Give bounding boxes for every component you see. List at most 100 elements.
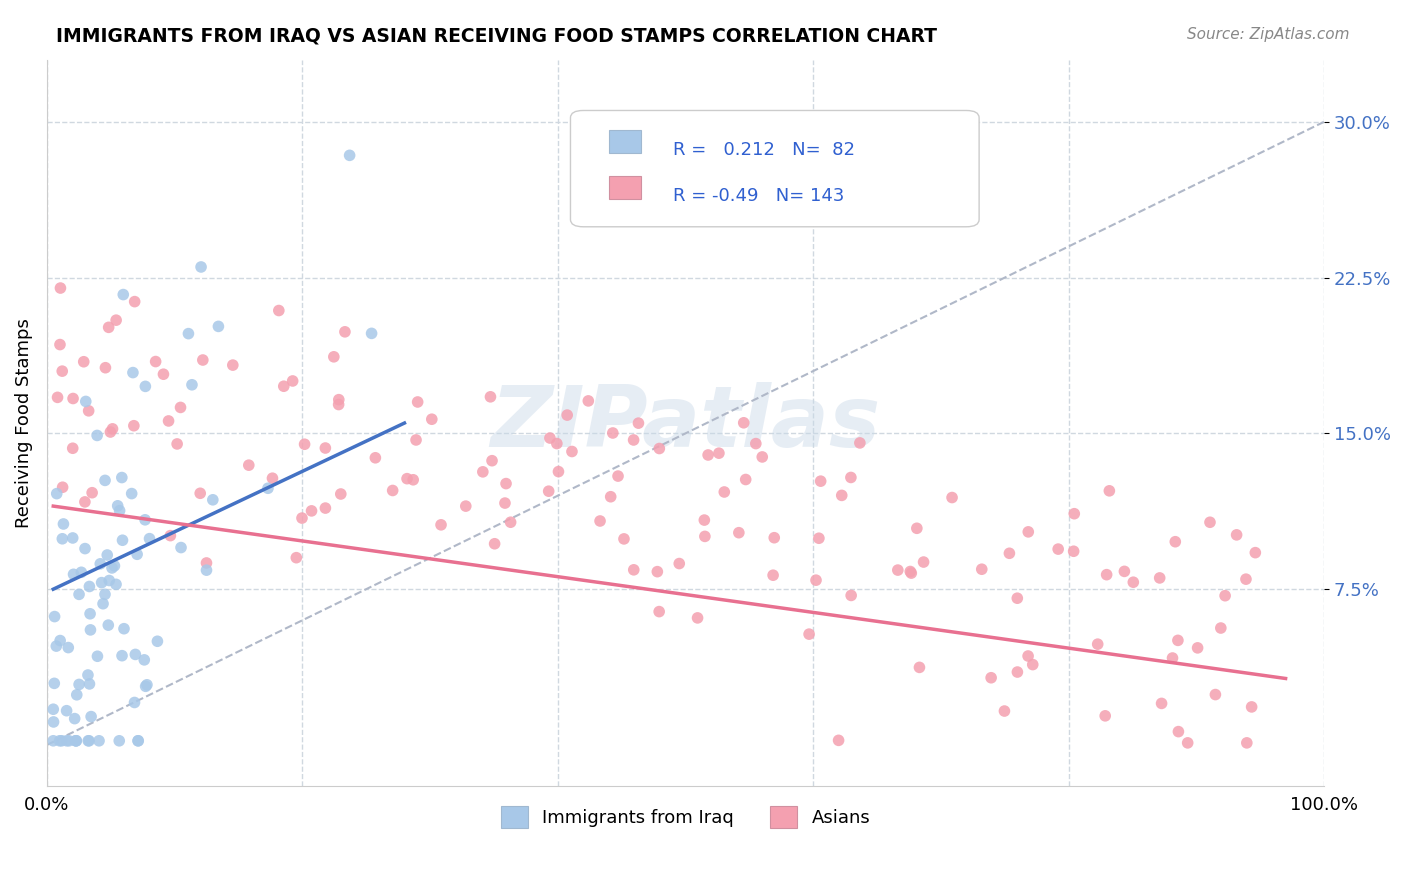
Point [281, 374, 304, 388]
Point [1161, 651, 1184, 665]
Point [1017, 648, 1039, 663]
Point [537, 484, 560, 499]
Point [1167, 724, 1189, 739]
Point [145, 354, 167, 368]
Point [555, 408, 578, 422]
Point [124, 294, 146, 309]
Point [727, 525, 749, 540]
Point [576, 393, 599, 408]
Point [52, 516, 75, 531]
Point [993, 704, 1015, 718]
Point [107, 499, 129, 513]
Point [745, 436, 768, 450]
Point [912, 555, 935, 569]
Point [887, 563, 910, 577]
Point [1047, 542, 1070, 557]
Point [763, 531, 786, 545]
Point [65, 733, 87, 747]
Point [42, 702, 65, 716]
Point [602, 425, 624, 440]
Point [97, 618, 120, 632]
Point [201, 492, 224, 507]
Point [839, 470, 862, 484]
Point [122, 418, 145, 433]
Point [623, 433, 645, 447]
Point [65, 733, 87, 747]
Point [1098, 483, 1121, 498]
Point [589, 514, 612, 528]
Point [124, 648, 146, 662]
Point [49, 337, 72, 351]
Point [70, 566, 93, 580]
Point [166, 437, 188, 451]
Point [134, 379, 156, 393]
Point [364, 450, 387, 465]
Point [94, 360, 117, 375]
Point [111, 470, 134, 484]
Point [98, 574, 121, 588]
Point [454, 499, 477, 513]
Point [494, 496, 516, 510]
Point [195, 563, 218, 577]
Point [75, 394, 97, 409]
Point [79, 623, 101, 637]
Point [1007, 665, 1029, 679]
Point [905, 521, 928, 535]
Point [1095, 567, 1118, 582]
Point [46, 390, 69, 404]
Point [322, 350, 344, 364]
Point [111, 648, 134, 663]
Point [471, 465, 494, 479]
Point [49, 281, 72, 295]
Point [112, 287, 135, 301]
Point [648, 442, 671, 456]
Point [599, 490, 621, 504]
Point [181, 377, 204, 392]
Point [797, 627, 820, 641]
Point [67, 677, 90, 691]
Point [1199, 515, 1222, 529]
Point [1087, 637, 1109, 651]
Point [77, 404, 100, 418]
Point [301, 504, 323, 518]
Point [1063, 507, 1085, 521]
Point [121, 486, 143, 500]
Point [42, 714, 65, 729]
Point [1164, 534, 1187, 549]
Point [105, 577, 128, 591]
Point [402, 473, 425, 487]
Point [82, 485, 104, 500]
Point [111, 533, 134, 548]
Point [1213, 589, 1236, 603]
Point [839, 589, 862, 603]
Point [55, 733, 77, 747]
Point [49, 633, 72, 648]
Point [405, 433, 427, 447]
Point [62, 392, 84, 406]
Point [849, 436, 872, 450]
Point [1204, 688, 1226, 702]
Point [62, 567, 84, 582]
Point [73, 495, 96, 509]
Point [127, 547, 149, 561]
Point [77, 668, 100, 682]
Point [138, 532, 160, 546]
Point [484, 537, 506, 551]
Point [273, 379, 295, 393]
Point [1022, 657, 1045, 672]
Point [686, 611, 709, 625]
Point [291, 511, 314, 525]
Point [195, 556, 218, 570]
Point [546, 436, 568, 450]
Point [191, 353, 214, 368]
Point [396, 472, 419, 486]
Point [420, 412, 443, 426]
Point [103, 558, 125, 573]
Point [63, 712, 86, 726]
Point [1150, 697, 1173, 711]
Point [135, 679, 157, 693]
Legend: Immigrants from Iraq, Asians: Immigrants from Iraq, Asians [494, 799, 877, 836]
Point [96, 548, 118, 562]
Point [328, 398, 350, 412]
Point [177, 326, 200, 341]
